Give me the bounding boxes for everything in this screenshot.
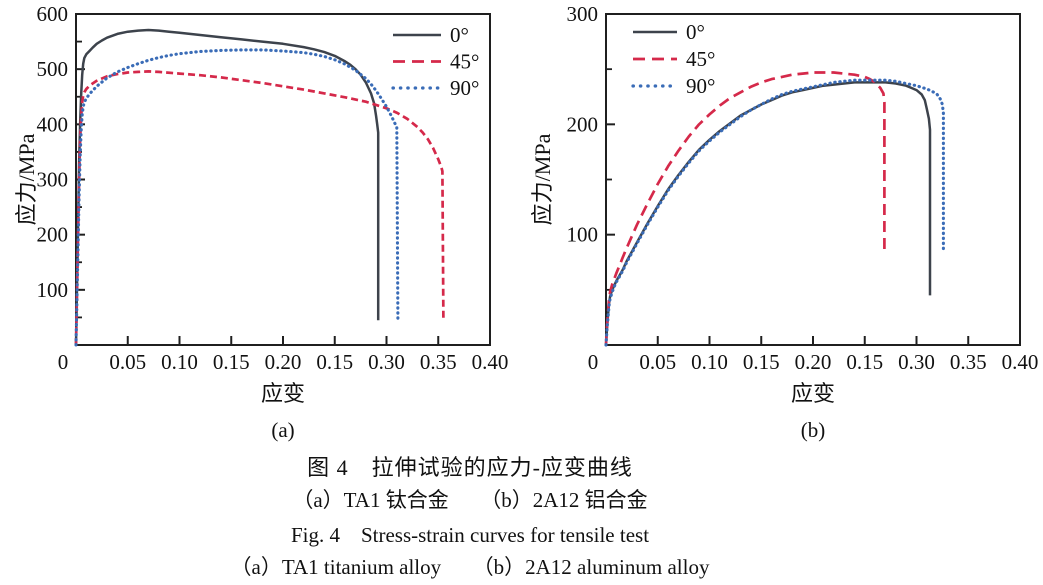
curve-45° xyxy=(74,70,445,346)
x-tick-label: 0.40 xyxy=(1002,350,1039,374)
origin-label: 0 xyxy=(588,350,599,374)
plot-frame xyxy=(75,13,491,346)
curve-0° xyxy=(604,81,932,346)
subplot-label: (a) xyxy=(271,418,294,442)
curve-90° xyxy=(74,48,400,347)
y-axis-label: 应力/MPa xyxy=(14,133,39,225)
chart-ta1-titanium: 0.05 0.10 0.15 0.20 0.15 0.30 0.35 0.40 0 100 200 3… xyxy=(14,2,509,442)
x-tick-label: 0.15 xyxy=(213,350,250,374)
chart-2a12-aluminum: 0.05 0.10 0.15 0.20 0.15 0.30 0.35 0.40 0 100 200 3… xyxy=(530,2,1039,442)
y-tick-label: 500 xyxy=(37,57,69,81)
x-tick-label: 0.35 xyxy=(950,350,987,374)
x-tick-label: 0.30 xyxy=(898,350,935,374)
x-axis-label: 应变 xyxy=(261,381,305,406)
legend-label: 90° xyxy=(450,76,479,100)
y-tick-label: 300 xyxy=(37,168,69,192)
x-tick-label: 0.10 xyxy=(161,350,198,374)
x-tick-label: 0.05 xyxy=(109,350,146,374)
curve-0° xyxy=(74,28,380,346)
y-tick-label: 100 xyxy=(37,278,69,302)
subplot-label: (b) xyxy=(801,418,826,442)
legend-label: 45° xyxy=(450,50,479,74)
caption-en-sublabels: （a）TA1 titanium alloy （b）2A12 aluminum a… xyxy=(230,555,710,579)
x-tick-label: 0.05 xyxy=(639,350,676,374)
legend-label: 0° xyxy=(450,23,469,47)
y-tick-label: 400 xyxy=(37,112,69,136)
x-tick-label: 0.20 xyxy=(795,350,832,374)
curve-90° xyxy=(604,78,945,347)
y-axis-label: 应力/MPa xyxy=(530,133,555,225)
caption-zh-title: 图 4 拉伸试验的应力-应变曲线 xyxy=(307,455,633,480)
caption-en-title: Fig. 4 Stress-strain curves for tensile … xyxy=(290,523,650,547)
origin-label: 0 xyxy=(58,350,69,374)
caption-zh-sublabels: （a）TA1 钛合金 （b）2A12 铝合金 xyxy=(292,488,648,512)
legend-label: 0° xyxy=(686,20,705,44)
legend-label: 45° xyxy=(686,47,715,71)
x-axis-label: 应变 xyxy=(791,381,835,406)
x-tick-label: 0.15 xyxy=(743,350,780,374)
x-tick-label: 0.40 xyxy=(472,350,509,374)
x-tick-label: 0.15 xyxy=(846,350,883,374)
y-tick-label: 300 xyxy=(567,2,599,26)
x-tick-label: 0.30 xyxy=(368,350,405,374)
x-tick-label: 0.35 xyxy=(420,350,457,374)
y-tick-label: 200 xyxy=(567,112,599,136)
y-tick-label: 200 xyxy=(37,223,69,247)
x-tick-label: 0.10 xyxy=(691,350,728,374)
x-tick-label: 0.15 xyxy=(316,350,353,374)
y-tick-label: 100 xyxy=(567,223,599,247)
x-tick-label: 0.20 xyxy=(265,350,302,374)
curve-45° xyxy=(604,71,886,346)
legend-label: 90° xyxy=(686,74,715,98)
plot-frame xyxy=(605,13,1021,346)
y-tick-label: 600 xyxy=(37,2,69,26)
